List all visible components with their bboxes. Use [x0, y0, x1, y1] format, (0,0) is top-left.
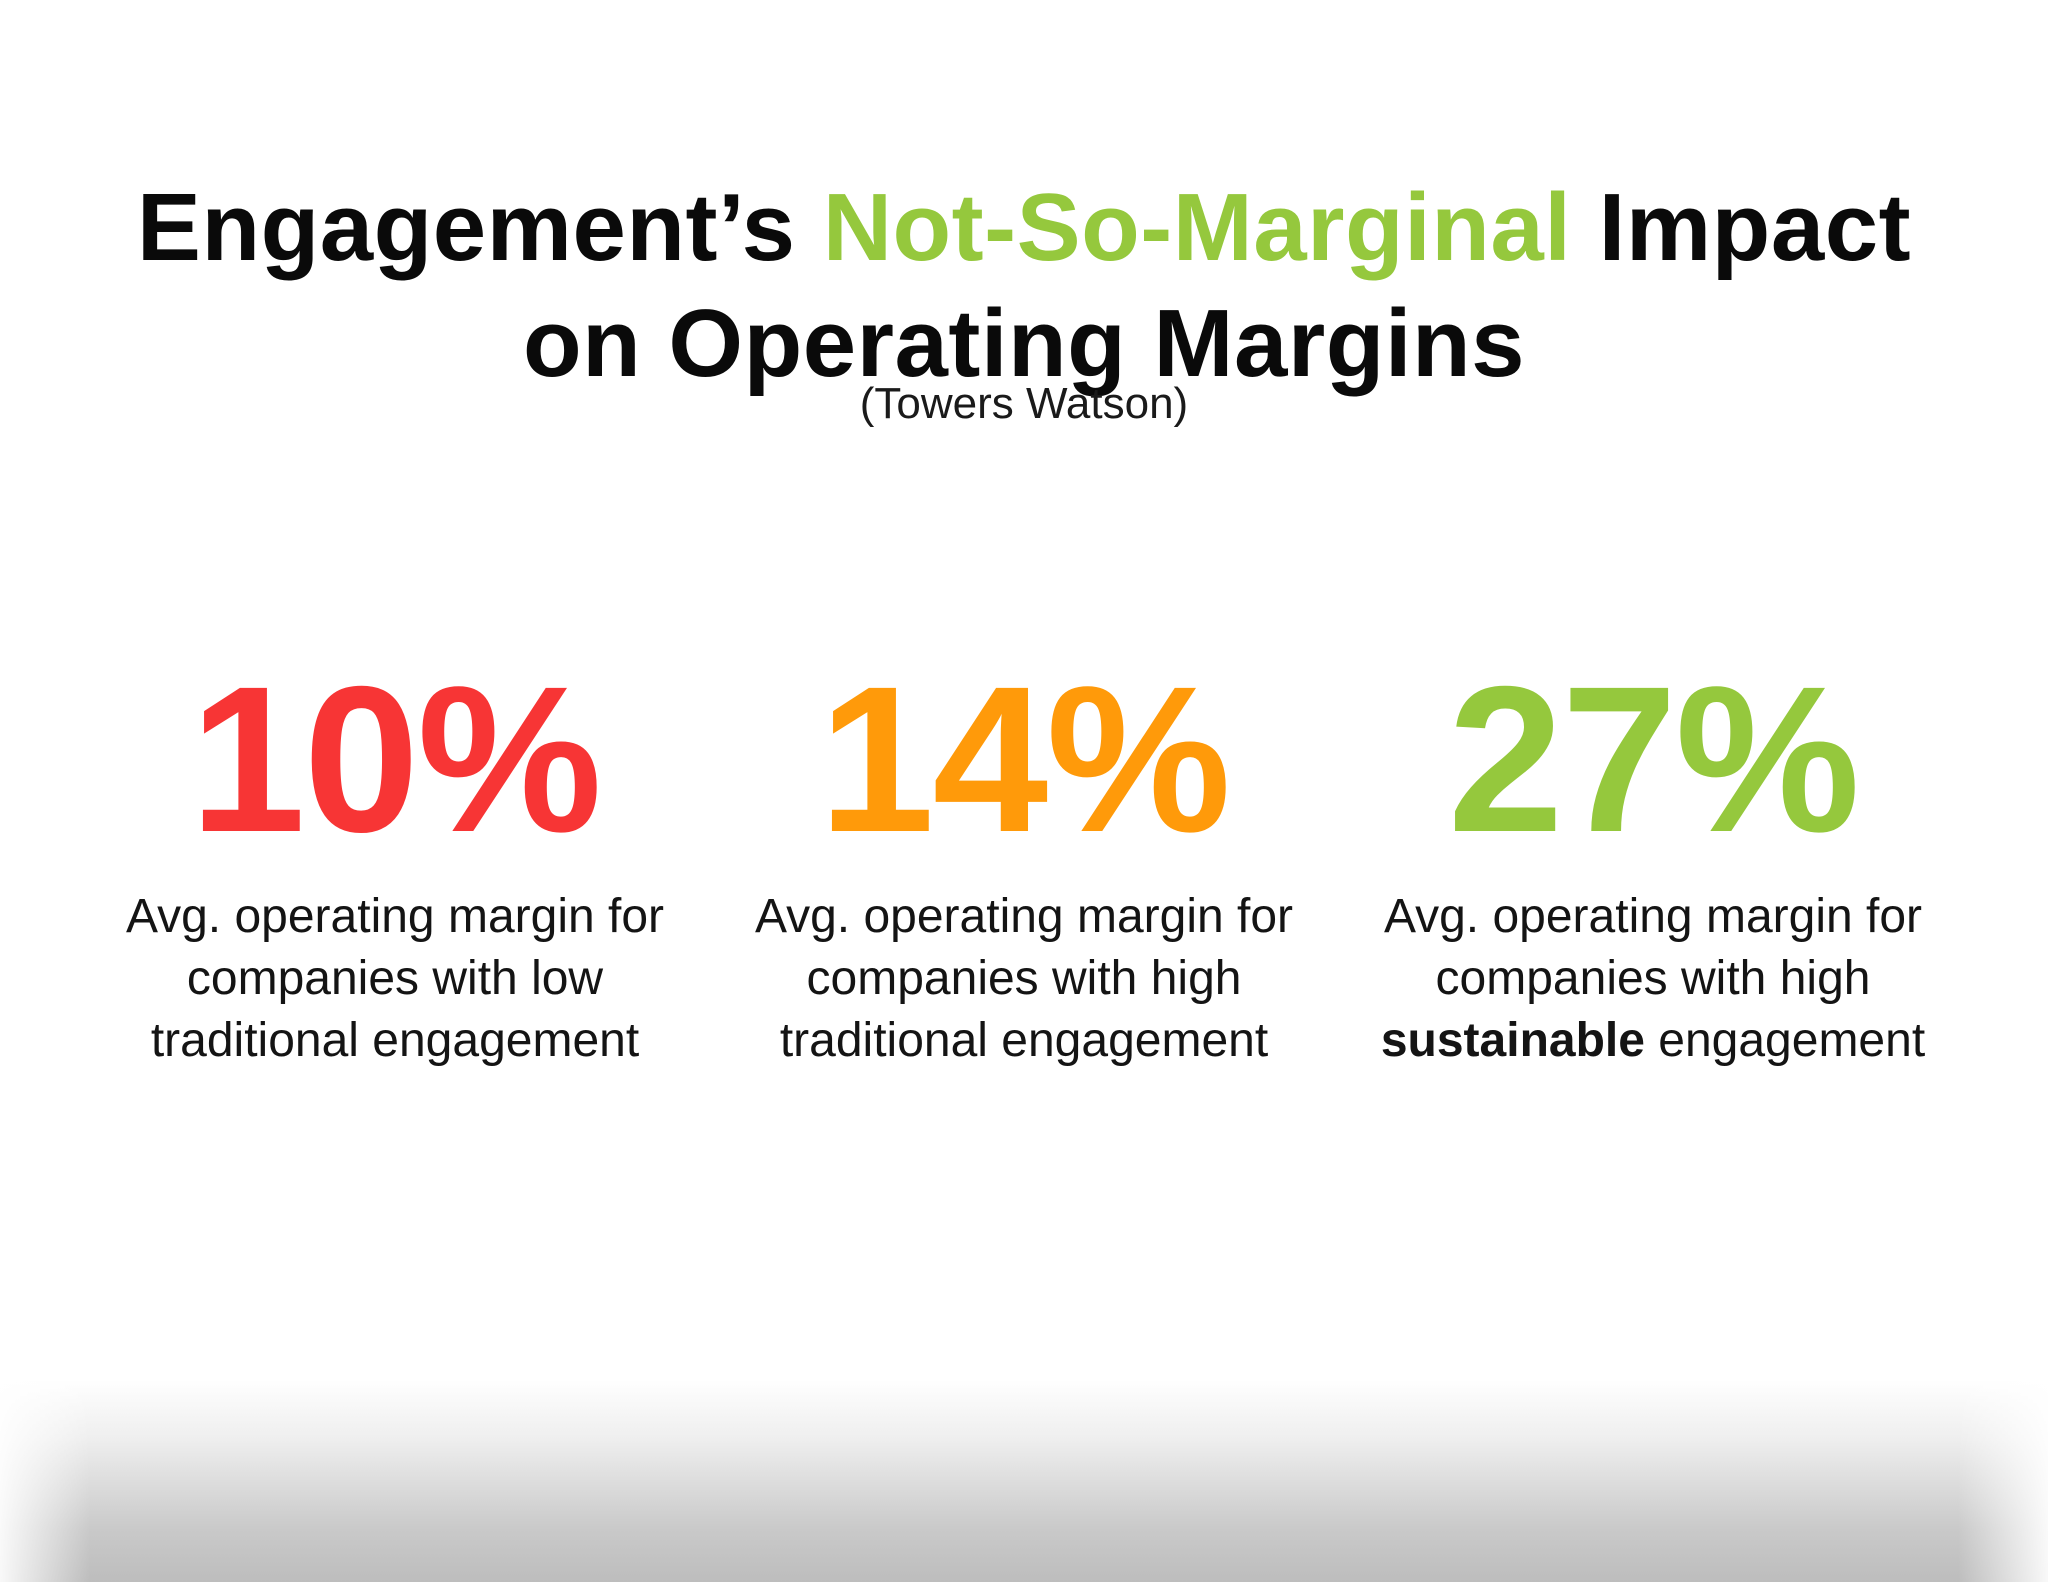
stats-row: 10% Avg. operating margin for companies … — [90, 650, 1958, 1070]
title-part1: Engagement’s — [136, 174, 823, 281]
title-part2: Impact — [1571, 174, 1912, 281]
stat-value: 27% — [1447, 644, 1860, 876]
stat-high-sustainable: 27% Avg. operating margin for companies … — [1348, 650, 1958, 1070]
stat-high-traditional: 14% Avg. operating margin for companies … — [719, 650, 1329, 1070]
stat-desc-line3-text: engagement — [1644, 1014, 1926, 1067]
title-line2: on Operating Margins — [522, 290, 1526, 397]
stat-desc-line3: traditional engagement — [719, 1010, 1329, 1072]
stat-desc-line2: companies with low — [186, 952, 604, 1005]
stat-desc-line3-text: traditional engagement — [779, 1014, 1269, 1067]
stat-value: 10% — [189, 644, 602, 876]
stat-desc-line3: traditional engagement — [90, 1010, 700, 1072]
stat-description: Avg. operating margin for companies with… — [90, 886, 700, 1072]
source-citation: (Towers Watson) — [859, 379, 1189, 428]
stat-desc-line3: sustainable engagement — [1348, 1010, 1958, 1072]
stat-desc-bold: sustainable — [1380, 1014, 1645, 1067]
stat-desc-line1: Avg. operating margin for — [1383, 890, 1923, 943]
stat-description: Avg. operating margin for companies with… — [1348, 886, 1958, 1072]
stat-value: 14% — [818, 644, 1231, 876]
stat-desc-line1: Avg. operating margin for — [754, 890, 1294, 943]
stat-desc-line2: companies with high — [806, 952, 1242, 1005]
stat-desc-line3-text: traditional engagement — [150, 1014, 640, 1067]
stat-desc-line2: companies with high — [1435, 952, 1871, 1005]
title-accent: Not-So-Marginal — [822, 174, 1572, 281]
stat-desc-line1: Avg. operating margin for — [125, 890, 665, 943]
slide-title: Engagement’s Not-So-Marginal Impact on O… — [0, 170, 2048, 402]
stat-low-traditional: 10% Avg. operating margin for companies … — [90, 650, 700, 1070]
stat-description: Avg. operating margin for companies with… — [719, 886, 1329, 1072]
